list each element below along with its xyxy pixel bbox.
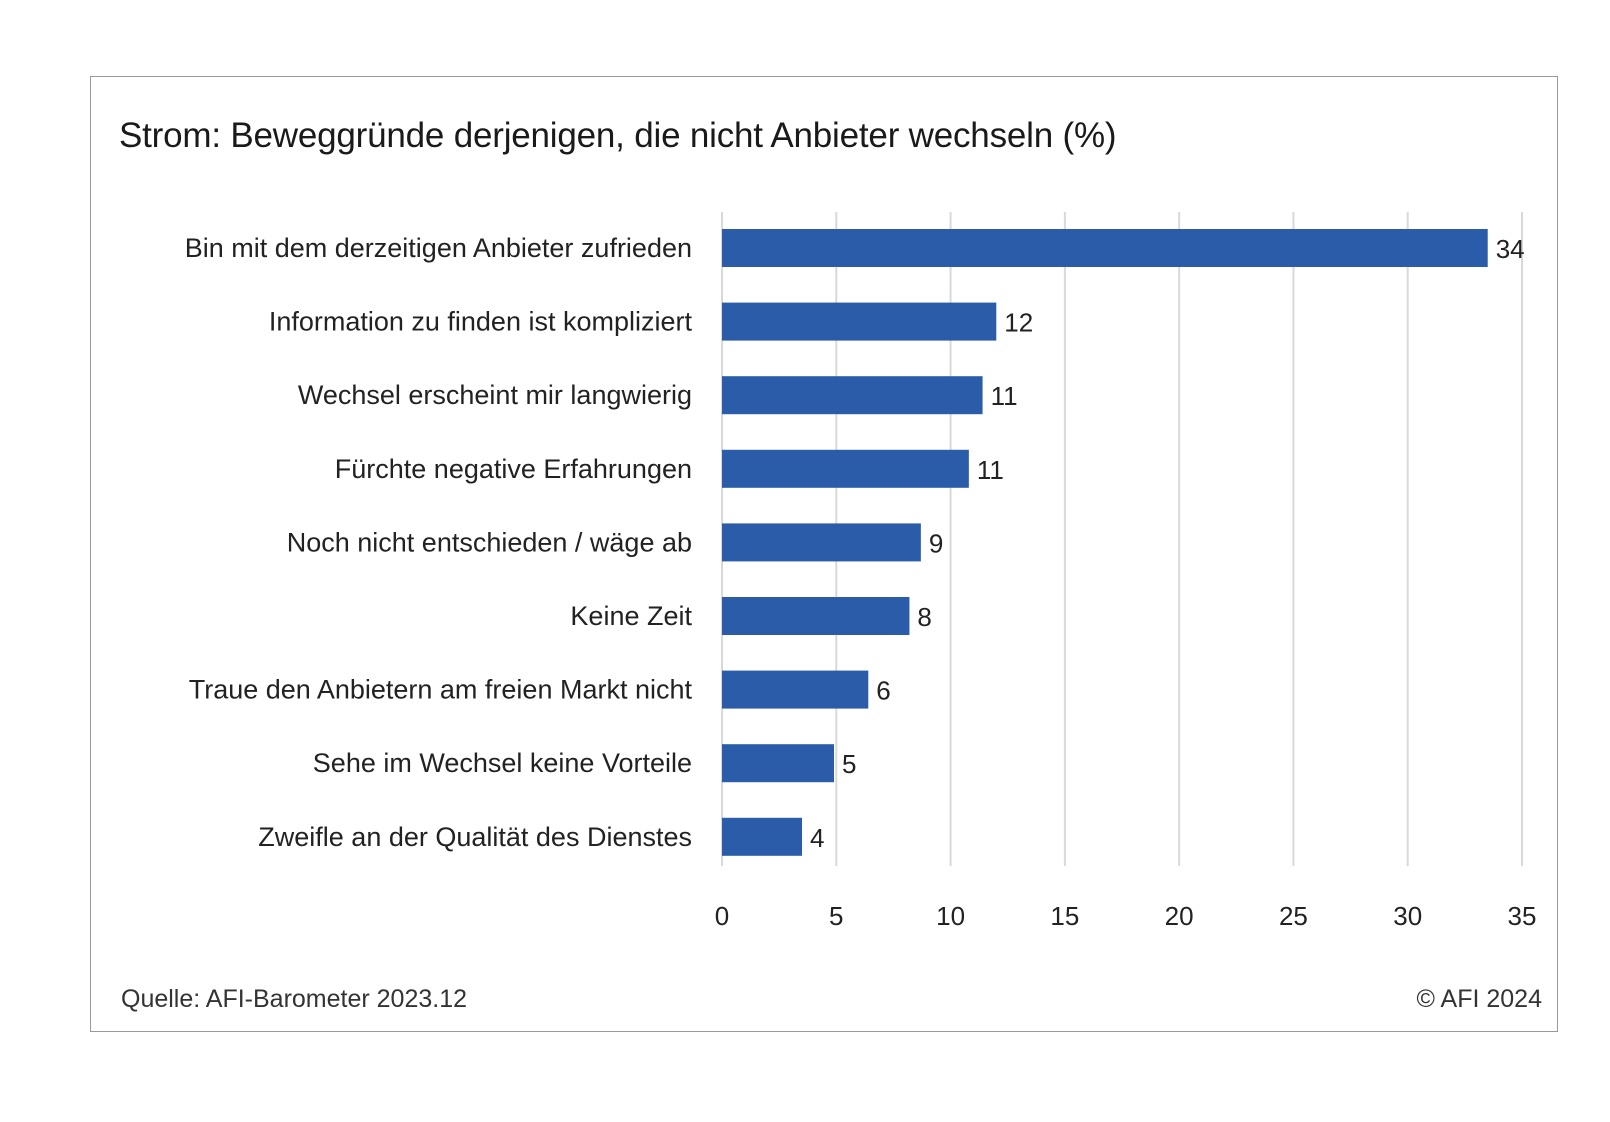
bars [722,229,1488,856]
category-label: Noch nicht entschieden / wäge ab [287,527,692,557]
x-tick-label: 10 [936,901,965,931]
x-tick-label: 5 [829,901,843,931]
x-axis-ticks: 0 5 10 15 20 25 30 35 [715,901,1537,931]
data-label: 6 [876,676,890,706]
category-label: Bin mit dem derzeitigen Anbieter zufried… [185,233,692,263]
x-tick-label: 20 [1165,901,1194,931]
bar [722,597,910,635]
category-label: Wechsel erscheint mir langwierig [298,380,692,410]
data-label: 5 [842,749,856,779]
data-label: 4 [810,823,824,853]
data-label: 11 [977,455,1004,485]
data-label: 34 [1496,234,1525,264]
data-label: 12 [1004,308,1033,338]
category-labels: Bin mit dem derzeitigen Anbieter zufried… [185,233,693,852]
category-label: Information zu finden ist kompliziert [269,307,693,337]
category-label: Keine Zeit [570,601,692,631]
x-tick-label: 35 [1508,901,1537,931]
category-label: Traue den Anbietern am freien Markt nich… [189,675,693,705]
copyright-note: © AFI 2024 [1416,985,1542,1013]
x-tick-label: 25 [1279,901,1308,931]
x-tick-label: 30 [1393,901,1422,931]
x-tick-label: 0 [715,901,729,931]
bar [722,670,869,709]
bar [722,744,834,783]
bar [722,523,921,562]
data-label: 11 [991,381,1018,411]
bar [722,302,997,341]
value-labels: 34 12 11 11 9 8 6 5 4 [810,234,1525,853]
bar [722,376,983,415]
category-label: Fürchte negative Erfahrungen [335,454,692,484]
data-label: 9 [929,528,943,558]
bar [722,449,969,488]
category-label: Zweifle an der Qualität des Dienstes [258,822,692,852]
category-label: Sehe im Wechsel keine Vorteile [313,748,692,778]
source-note: Quelle: AFI-Barometer 2023.12 [121,985,468,1013]
x-tick-label: 15 [1050,901,1079,931]
data-label: 8 [917,602,931,632]
chart-title: Strom: Beweggründe derjenigen, die nicht… [119,116,1117,155]
bar [722,229,1488,267]
bar [722,817,802,856]
